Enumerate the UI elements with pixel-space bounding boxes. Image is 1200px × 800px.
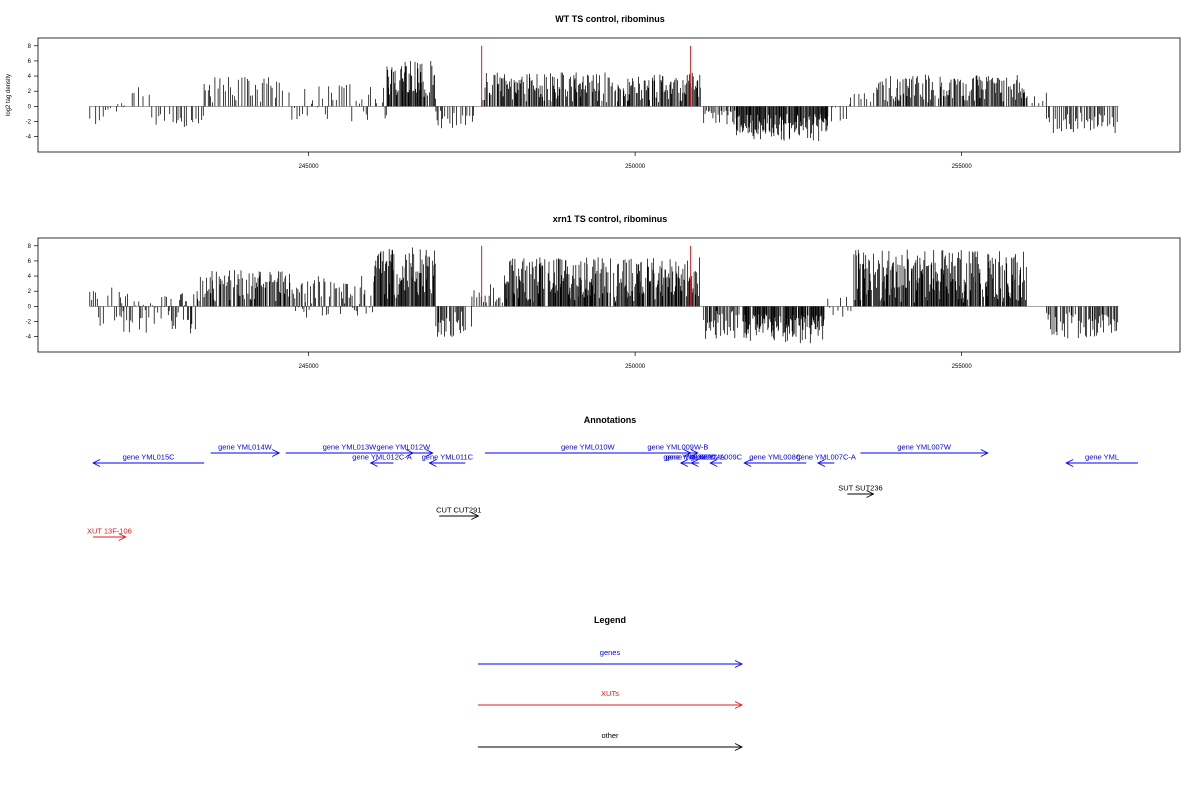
x-tick-label: 255000 xyxy=(952,164,973,170)
y-tick-label: 2 xyxy=(28,289,32,295)
x-tick-label: 245000 xyxy=(299,164,320,170)
annotation-feature: gene YML007C-A xyxy=(796,453,856,467)
feature-arrow-head xyxy=(679,459,689,467)
annotation-feature: gene YML014W xyxy=(210,443,281,457)
feature-arrow-head xyxy=(709,459,718,467)
feature-arrow-head xyxy=(369,459,378,467)
legend-label: genes xyxy=(600,648,621,657)
signal-bars xyxy=(89,247,1119,344)
x-tick-label: 250000 xyxy=(625,364,646,370)
feature-arrow-head xyxy=(428,459,437,467)
feature-label: gene YML015C xyxy=(123,453,176,462)
xrn1-track-panel: xrn1 TS control, ribominus -4 -2 0 2 4 6 8 2450… xyxy=(26,214,1181,370)
feature-label: gene YML013W xyxy=(323,443,378,452)
annotation-feature: gene YML009W-B xyxy=(647,443,708,457)
annotation-feature: gene YML007W xyxy=(860,443,989,457)
annotation-feature: gene YML011C xyxy=(422,453,474,467)
legend-item: other xyxy=(478,731,744,751)
feature-label: gene YML xyxy=(1085,453,1119,462)
legend-title: Legend xyxy=(594,615,626,625)
x-tick-label: 255000 xyxy=(952,364,973,370)
signal-bars xyxy=(89,61,1118,142)
annotation-feature: gene YML009C xyxy=(690,453,743,467)
feature-label: gene YML010W xyxy=(561,443,616,452)
wt-track-frame xyxy=(37,37,1181,153)
y-tick-label: 4 xyxy=(28,274,32,280)
feature-arrow-head xyxy=(690,449,699,457)
feature-arrow-head xyxy=(816,459,826,467)
y-tick-label: -4 xyxy=(26,335,32,341)
feature-arrow-head xyxy=(743,459,752,467)
y-tick-label: 8 xyxy=(28,44,32,50)
annotation-feature: gene YML009C-A xyxy=(665,453,725,467)
feature-arrow-head xyxy=(866,490,875,498)
legend-panel: Legend genes XUTs other xyxy=(478,615,744,751)
feature-arrow-head xyxy=(471,512,480,520)
legend-arrow-head xyxy=(734,743,744,751)
legend-item: genes xyxy=(478,648,744,668)
y-tick-label: 4 xyxy=(28,74,32,80)
feature-label: gene YML011C xyxy=(422,453,474,462)
legend-label: other xyxy=(601,731,619,740)
feature-label: gene YML007W xyxy=(897,443,952,452)
feature-label: SUT SUT236 xyxy=(838,484,882,493)
legend-label: XUTs xyxy=(601,689,619,698)
x-tick-label: 250000 xyxy=(625,164,646,170)
xrn1-track-title: xrn1 TS control, ribominus xyxy=(553,214,668,224)
wt-track-title: WT TS control, ribominus xyxy=(555,14,665,24)
annotation-feature: CUT CUT291 xyxy=(436,506,481,520)
feature-label: gene YML009W-B xyxy=(647,443,708,452)
wt-track-ylabel: log2 tag density xyxy=(6,74,12,116)
feature-label: gene YML012W xyxy=(376,443,431,452)
legend-arrow-head xyxy=(734,660,744,668)
y-tick-label: 0 xyxy=(28,304,32,310)
annotation-feature: gene YML012W xyxy=(373,443,434,457)
y-tick-label: 2 xyxy=(28,89,32,95)
x-tick-label: 245000 xyxy=(299,364,320,370)
legend-arrow-head xyxy=(734,701,744,709)
annotation-feature: XUT 13F-106 xyxy=(87,527,132,541)
annotation-feature: gene YML015C xyxy=(92,453,205,467)
feature-label: gene YML012C-A xyxy=(352,453,411,462)
annotation-feature: SUT SUT236 xyxy=(838,484,883,498)
feature-arrow-head xyxy=(92,459,101,467)
feature-label: gene YML007C-A xyxy=(796,453,855,462)
annotation-feature: gene YML xyxy=(1065,453,1138,467)
feature-label: gene YML009C xyxy=(663,453,716,462)
feature-arrow-head xyxy=(271,449,281,457)
feature-label: CUT CUT291 xyxy=(436,506,481,515)
feature-label: gene YML008C xyxy=(749,453,802,462)
y-tick-label: -2 xyxy=(26,120,32,126)
feature-arrow-head xyxy=(425,449,434,457)
y-tick-label: 0 xyxy=(28,104,32,110)
feature-label: gene YML009C xyxy=(690,453,743,462)
feature-label: XUT 13F-106 xyxy=(87,527,132,536)
annotation-feature: gene YML012C-A xyxy=(352,453,412,467)
wt-track-panel: WT TS control, ribominus log2 tag densit… xyxy=(6,14,1181,170)
xrn1-track-frame xyxy=(37,237,1181,353)
annotations-panel: Annotations gene YML015C gene YML014W gene… xyxy=(87,415,1138,541)
feature-label: gene YML014W xyxy=(218,443,273,452)
feature-label: gene YML009C-A xyxy=(665,453,724,462)
y-tick-label: 8 xyxy=(28,244,32,250)
feature-arrow-head xyxy=(118,533,127,541)
feature-arrow-head xyxy=(980,449,989,457)
y-tick-label: 6 xyxy=(28,59,32,65)
y-tick-label: -4 xyxy=(26,135,32,141)
annotation-feature: gene YML008C xyxy=(743,453,807,467)
annotations-title: Annotations xyxy=(584,415,637,425)
legend-item: XUTs xyxy=(478,689,744,709)
y-tick-label: 6 xyxy=(28,259,32,265)
feature-arrow-head xyxy=(690,459,699,467)
y-tick-label: -2 xyxy=(26,320,32,326)
feature-arrow-head xyxy=(1065,459,1074,467)
